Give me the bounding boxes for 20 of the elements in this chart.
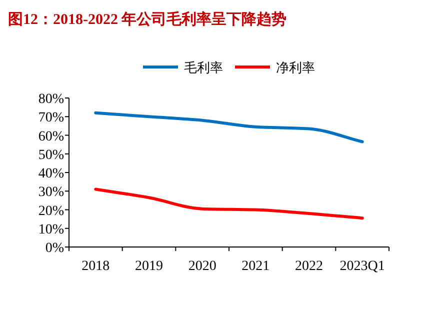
legend-label: 净利率 — [276, 60, 315, 75]
y-tick-label: 0% — [45, 241, 64, 256]
x-tick-label: 2021 — [242, 259, 270, 274]
x-tick-label: 2023Q1 — [340, 259, 385, 274]
x-tick-label: 2020 — [188, 259, 216, 274]
y-tick-label: 40% — [38, 166, 64, 182]
y-tick-label: 10% — [38, 222, 64, 238]
line-series — [94, 111, 364, 144]
legend-label: 毛利率 — [184, 60, 223, 75]
y-tick-label: 50% — [38, 148, 64, 163]
y-tick-label: 20% — [38, 204, 64, 219]
chart-title: 图12：2018-2022 年公司毛利率呈下降趋势 — [8, 10, 287, 28]
x-tick-label: 2022 — [295, 259, 323, 274]
y-tick-label: 60% — [38, 129, 64, 144]
y-tick-label: 30% — [38, 185, 64, 200]
x-tick-label: 2018 — [82, 259, 110, 274]
y-tick-label: 70% — [38, 110, 64, 126]
y-tick-label: 80% — [38, 92, 64, 107]
x-tick-label: 2019 — [135, 259, 163, 274]
line-series — [94, 188, 364, 220]
